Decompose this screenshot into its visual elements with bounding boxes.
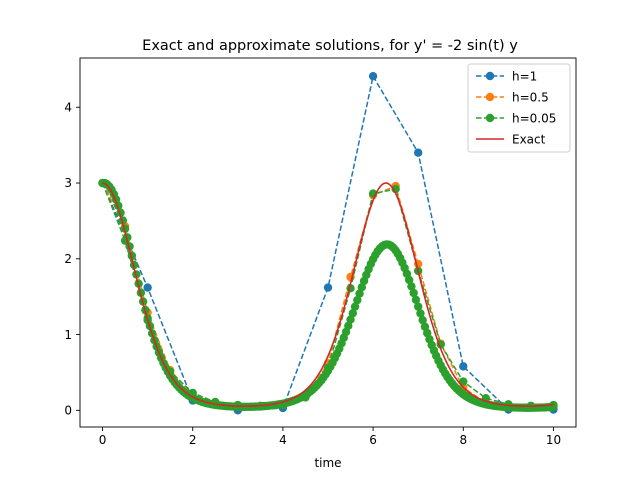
data-point [459, 377, 468, 386]
data-point [407, 282, 416, 291]
legend-label: h=0.05 [512, 111, 556, 125]
data-point [413, 148, 423, 157]
y-tick-label: 2 [64, 252, 72, 266]
y-tick-label: 0 [64, 404, 72, 418]
exact-solution-line [102, 182, 554, 407]
legend-swatch-marker [485, 71, 495, 81]
data-point [353, 295, 362, 305]
data-point [549, 402, 558, 412]
data-point [348, 308, 357, 318]
legend-label: Exact [512, 132, 546, 146]
legend-box [467, 63, 571, 153]
data-point [416, 309, 425, 318]
x-tick-label: 6 [369, 433, 377, 447]
legend-swatch-marker [485, 92, 495, 102]
axes: 0 2 4 6 8 10 0 1 2 3 4 [64, 57, 577, 447]
x-tick-label: 2 [189, 433, 197, 447]
y-tick-label: 3 [64, 176, 72, 190]
x-tick-label: 8 [459, 433, 467, 447]
data-point [368, 71, 378, 81]
data-point [404, 275, 414, 285]
data-point [143, 283, 152, 292]
data-point [411, 295, 421, 305]
plot-area [98, 71, 558, 415]
data-point [355, 289, 364, 298]
legend: h=1 h=0.5 h=0.05 Exact [467, 63, 571, 153]
data-point [459, 362, 468, 371]
data-point [418, 315, 427, 325]
plot-frame [79, 57, 577, 428]
legend-label: h=0.5 [512, 90, 549, 104]
x-axis-label: time [314, 456, 341, 470]
data-point [420, 322, 430, 331]
data-point [413, 302, 423, 311]
x-tick-label: 10 [546, 433, 561, 447]
x-tick-label: 4 [279, 433, 287, 447]
legend-swatch-marker [485, 113, 495, 123]
data-point [409, 288, 418, 298]
y-tick-label: 4 [64, 100, 72, 114]
data-point [391, 184, 400, 194]
x-tick-label: 0 [99, 433, 107, 447]
legend-label: h=1 [512, 69, 537, 83]
chart-title: Exact and approximate solutions, for y' … [142, 38, 518, 54]
data-point [323, 283, 333, 292]
data-point [350, 302, 360, 311]
data-point [346, 315, 355, 324]
y-tick-label: 1 [64, 328, 72, 342]
